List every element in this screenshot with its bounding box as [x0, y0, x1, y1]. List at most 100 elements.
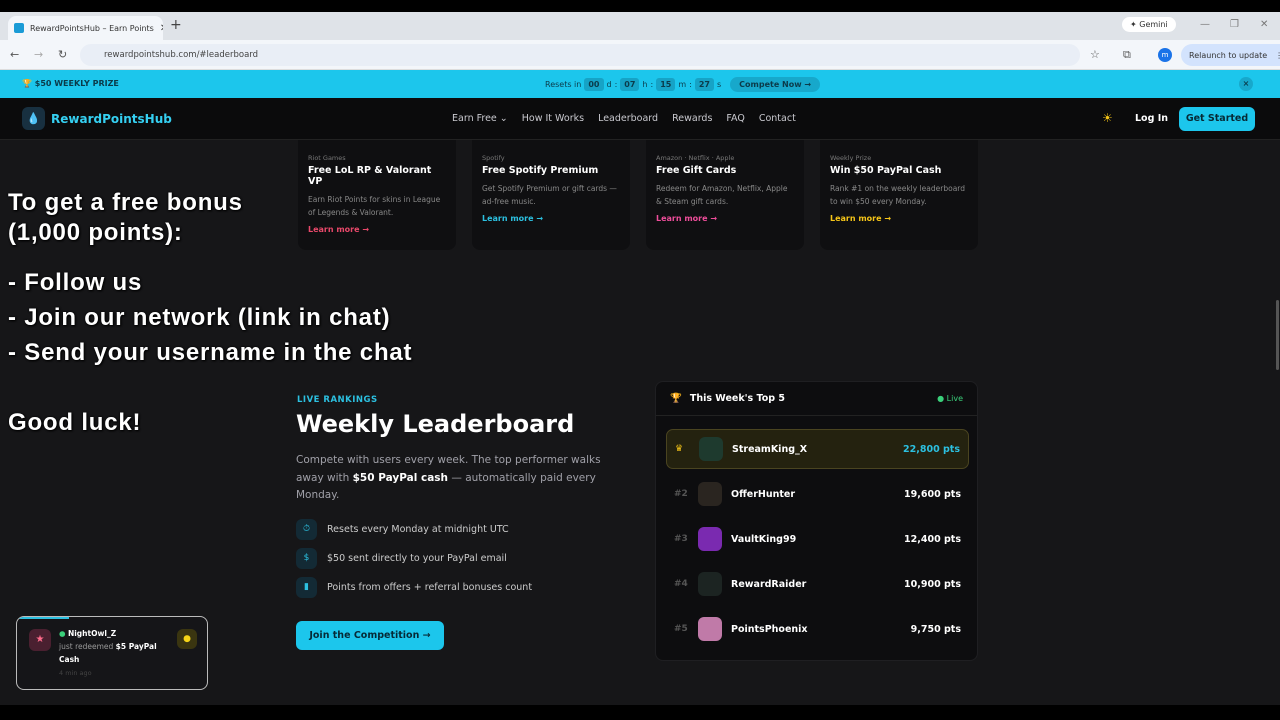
close-window-icon[interactable]: ✕ — [1260, 19, 1269, 30]
browser-tab[interactable]: RewardPointsHub – Earn Points ✕ — [8, 16, 163, 40]
reward-card: Amazon · Netflix · Apple Free Gift Cards R… — [646, 126, 804, 250]
gemini-label: Gemini — [1139, 20, 1168, 29]
avatar — [698, 482, 722, 506]
gemini-button[interactable]: ✦ Gemini — [1122, 17, 1176, 32]
feature-text: $50 sent directly to your PayPal email — [327, 553, 507, 564]
logo-text: RewardPointsHub — [51, 111, 172, 126]
leaderboard-row[interactable]: #5 PointsPhoenix 9,750 pts — [666, 609, 969, 649]
reward-card: Weekly Prize Win $50 PayPal Cash Rank #1 o… — [820, 126, 978, 250]
logo[interactable]: 💧 RewardPointsHub — [22, 107, 172, 130]
feature-item: ▮ Points from offers + referral bonuses c… — [296, 577, 532, 598]
feature-text: Resets every Monday at midnight UTC — [327, 524, 509, 535]
star-icon: ★ — [29, 629, 51, 651]
feature-text: Points from offers + referral bonuses co… — [327, 582, 533, 593]
card-desc: Get Spotify Premium or gift cards — ad-f… — [482, 184, 617, 206]
trophy-icon: 🏆 — [670, 393, 682, 404]
avatar — [698, 617, 722, 641]
minimize-icon[interactable]: — — [1200, 19, 1210, 30]
dollar-icon: $ — [296, 548, 317, 569]
hours-unit: h — [642, 80, 648, 89]
learn-more-link[interactable]: Learn more → — [656, 214, 718, 223]
rank: #3 — [674, 534, 688, 544]
nav-leaderboard[interactable]: Leaderboard — [598, 113, 659, 124]
theme-toggle-sun-icon[interactable]: ☀ — [1102, 111, 1113, 125]
points: 19,600 pts — [904, 488, 961, 500]
profile-avatar[interactable]: m — [1158, 48, 1172, 62]
card-title: Win $50 PayPal Cash — [830, 165, 942, 176]
close-tab-icon[interactable]: ✕ — [160, 23, 163, 34]
join-competition-button[interactable]: Join the Competition → — [296, 621, 444, 650]
points: 22,800 pts — [903, 443, 960, 455]
nav-contact[interactable]: Contact — [758, 113, 796, 124]
scrollbar[interactable] — [1276, 300, 1279, 370]
main-nav: Earn Free ⌄ How It Works Leaderboard Rew… — [452, 113, 796, 124]
live-badge: ● Live — [937, 394, 963, 403]
bookmark-star-icon[interactable]: ☆ — [1090, 48, 1100, 61]
overlay-text: - Join our network (link in chat) — [8, 304, 391, 331]
back-icon[interactable]: ← — [10, 48, 20, 61]
login-button[interactable]: Log In — [1135, 113, 1168, 124]
learn-more-link[interactable]: Learn more → — [482, 214, 544, 223]
url-input[interactable]: rewardpointshub.com/#leaderboard — [80, 44, 1080, 66]
minutes-unit: m — [678, 80, 687, 89]
relaunch-label: Relaunch to update — [1189, 50, 1268, 60]
leaderboard-row[interactable]: #2 OfferHunter 19,600 pts — [666, 474, 969, 514]
get-started-button[interactable]: Get Started — [1179, 107, 1255, 131]
days-value: 00 — [584, 78, 604, 91]
username: RewardRaider — [731, 578, 807, 590]
desc-text-end: — automatically paid every Monday. — [296, 471, 596, 502]
overlay-text: To get a free bonus (1,000 points): — [8, 189, 243, 246]
rank: #2 — [674, 489, 688, 499]
nav-rewards[interactable]: Rewards — [672, 113, 713, 124]
leaderboard-header: 🏆 This Week's Top 5 ● Live — [656, 382, 977, 416]
forward-icon[interactable]: → — [34, 48, 44, 61]
nav-how-it-works[interactable]: How It Works — [521, 113, 585, 124]
overlay-text: - Send your username in the chat — [8, 339, 413, 366]
section-eyebrow: LIVE RANKINGS — [297, 395, 378, 405]
compete-now-button[interactable]: Compete Now → — [730, 77, 821, 92]
screen-edge — [0, 0, 1280, 12]
minutes-value: 15 — [656, 78, 676, 91]
maximize-icon[interactable]: ❐ — [1230, 19, 1239, 30]
rank: #5 — [674, 624, 688, 634]
reload-icon[interactable]: ↻ — [58, 48, 68, 61]
username: VaultKing99 — [731, 533, 797, 545]
card-category: Amazon · Netflix · Apple — [656, 154, 735, 162]
desc-bold: $50 PayPal cash — [352, 471, 449, 484]
close-banner-icon[interactable]: × — [1239, 77, 1253, 91]
avatar — [699, 437, 723, 461]
address-bar-row: ← → ↻ rewardpointshub.com/#leaderboard ☆… — [0, 40, 1280, 70]
feature-item: ⏱ Resets every Monday at midnight UTC — [296, 519, 509, 540]
seconds-value: 27 — [694, 78, 714, 91]
timer-icon: ⏱ — [296, 519, 317, 540]
leaderboard-card: 🏆 This Week's Top 5 ● Live ♛ StreamKing_X 22… — [655, 381, 978, 661]
card-desc: Rank #1 on the weekly leaderboard to win… — [830, 184, 966, 206]
live-text: Live — [946, 394, 963, 403]
lens-icon[interactable]: ⧉ — [1123, 48, 1131, 61]
card-desc: Earn Riot Points for skins in League of … — [308, 195, 441, 217]
section-title: Weekly Leaderboard — [296, 410, 575, 438]
redemption-toast[interactable]: ★ ● NightOwl_Z just redeemed $5 PayPal Ca… — [16, 616, 208, 690]
leaderboard-row[interactable]: #3 VaultKing99 12,400 pts — [666, 519, 969, 559]
leaderboard-row[interactable]: ♛ StreamKing_X 22,800 pts — [666, 429, 969, 469]
crown-icon: ♛ — [675, 444, 684, 454]
rank: #4 — [674, 579, 688, 589]
droplet-icon: 💧 — [22, 107, 45, 130]
new-tab-icon[interactable]: + — [170, 17, 182, 33]
leaderboard-row[interactable]: #4 RewardRaider 10,900 pts — [666, 564, 969, 604]
toast-time: 4 min ago — [59, 669, 92, 677]
menu-dots-icon[interactable]: ⋮ — [1275, 50, 1280, 60]
url-text: rewardpointshub.com/#leaderboard — [104, 50, 259, 60]
toast-user: NightOwl_Z — [67, 629, 117, 638]
desc-text: Compete with users every week. The top p… — [296, 454, 601, 484]
username: OfferHunter — [731, 488, 796, 500]
nav-earn-free[interactable]: Earn Free ⌄ — [452, 113, 508, 124]
card-category: Weekly Prize — [830, 154, 872, 162]
card-category: Spotify — [482, 154, 505, 162]
learn-more-link[interactable]: Learn more → — [308, 225, 370, 234]
resets-label: Resets in — [545, 80, 582, 89]
nav-faq[interactable]: FAQ — [726, 113, 745, 124]
prize-text: $50 WEEKLY PRIZE — [34, 79, 119, 88]
learn-more-link[interactable]: Learn more → — [830, 214, 892, 223]
relaunch-button[interactable]: Relaunch to update ⋮ — [1181, 44, 1280, 66]
